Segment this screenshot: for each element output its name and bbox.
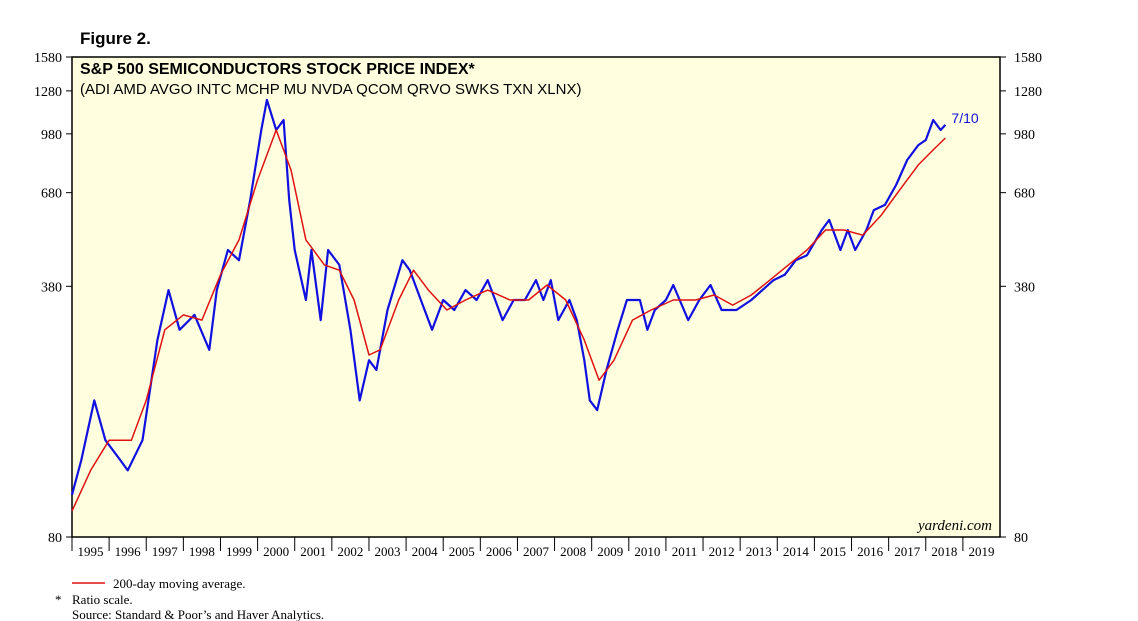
y-tick-label: 1280 <box>34 85 62 100</box>
x-tick-label: 2019 <box>968 544 994 559</box>
plot-area <box>71 56 1001 538</box>
x-tick-label: 2014 <box>783 544 810 559</box>
x-tick-label: 1995 <box>78 544 104 559</box>
y-tick-label: 80 <box>48 531 62 546</box>
y-tick-label: 380 <box>41 280 62 295</box>
x-tick-label: 2005 <box>449 544 475 559</box>
y-tick-label: 1580 <box>34 51 62 66</box>
x-tick-label: 2007 <box>523 544 550 559</box>
x-tick-label: 2002 <box>337 544 363 559</box>
x-tick-label: 2000 <box>263 544 289 559</box>
x-tick-label: 1998 <box>189 544 215 559</box>
legend-label: 200-day moving average. <box>113 576 245 591</box>
x-tick-label: 2011 <box>672 544 698 559</box>
source: Source: Standard & Poor’s and Haver Anal… <box>72 607 324 621</box>
x-tick-label: 1999 <box>226 544 252 559</box>
x-tick-label: 2017 <box>894 544 921 559</box>
end-label: 7/10 <box>951 110 978 126</box>
y2-tick-label: 980 <box>1014 128 1035 143</box>
y2-tick-label: 1580 <box>1014 51 1042 66</box>
x-tick-label: 2018 <box>931 544 957 559</box>
y-tick-label: 680 <box>41 187 62 202</box>
x-tick-label: 2006 <box>486 544 513 559</box>
x-tick-label: 2016 <box>857 544 884 559</box>
watermark: yardeni.com <box>916 518 992 534</box>
chart-subtitle: (ADI AMD AVGO INTC MCHP MU NVDA QCOM QRV… <box>80 81 581 98</box>
x-tick-label: 2013 <box>746 544 772 559</box>
x-tick-label: 1996 <box>115 544 142 559</box>
x-tick-label: 2015 <box>820 544 846 559</box>
y2-tick-label: 80 <box>1014 531 1028 546</box>
x-tick-label: 2003 <box>375 544 401 559</box>
x-tick-label: 2001 <box>300 544 326 559</box>
footnote: Ratio scale. <box>72 592 133 607</box>
footnote-marker: * <box>55 592 62 607</box>
figure-label: Figure 2. <box>80 29 151 48</box>
x-tick-label: 1997 <box>152 544 179 559</box>
series-line <box>71 129 946 512</box>
y-tick-label: 980 <box>41 128 62 143</box>
y2-tick-label: 380 <box>1014 280 1035 295</box>
y2-tick-label: 1280 <box>1014 85 1042 100</box>
x-tick-label: 2008 <box>560 544 586 559</box>
x-tick-label: 2012 <box>709 544 735 559</box>
x-tick-label: 2010 <box>634 544 660 559</box>
chart-title: S&P 500 SEMICONDUCTORS STOCK PRICE INDEX… <box>80 61 476 78</box>
x-tick-label: 2009 <box>597 544 623 559</box>
x-tick-label: 2004 <box>412 544 439 559</box>
y2-tick-label: 680 <box>1014 187 1035 202</box>
